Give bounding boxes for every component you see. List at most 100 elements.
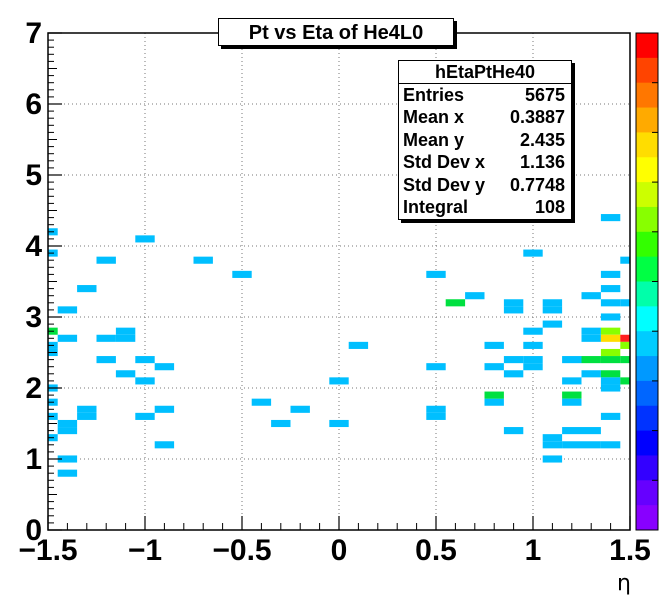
x-tick-label: −1.5 bbox=[18, 534, 77, 567]
colorbar-swatch bbox=[636, 57, 658, 84]
heatmap-cell bbox=[271, 419, 291, 428]
heatmap-cell bbox=[115, 370, 136, 378]
heatmap-cell bbox=[620, 377, 630, 385]
heatmap-cell bbox=[581, 370, 601, 378]
heatmap-cell bbox=[562, 377, 582, 385]
heatmap-cell bbox=[57, 419, 78, 428]
colorbar-swatch bbox=[636, 455, 658, 481]
colorbar-swatch bbox=[636, 331, 658, 357]
colorbar-swatch bbox=[636, 107, 658, 133]
colorbar-swatch bbox=[636, 132, 658, 158]
stats-label: Std Dev x bbox=[403, 152, 486, 173]
stats-value: 2.435 bbox=[519, 129, 565, 150]
heatmap-cell bbox=[600, 299, 621, 307]
x-tick-label: 1 bbox=[525, 534, 542, 567]
heatmap-cell bbox=[484, 398, 504, 406]
heatmap-cell bbox=[620, 341, 630, 349]
heatmap-cell bbox=[620, 334, 630, 342]
chart-title: Pt vs Eta of He4L0 bbox=[218, 18, 454, 46]
heatmap-cell bbox=[620, 256, 630, 264]
y-tick-label: 0 bbox=[25, 514, 42, 547]
heatmap-cell bbox=[542, 306, 563, 314]
heatmap-cell bbox=[600, 384, 621, 392]
heatmap-cell bbox=[329, 377, 349, 385]
heatmap-cell bbox=[600, 412, 621, 420]
heatmap-cell bbox=[57, 306, 78, 314]
stats-value: 0.3887 bbox=[509, 107, 565, 128]
stats-histogram-name: hEtaPtHe40 bbox=[399, 61, 571, 84]
heatmap-cell bbox=[600, 285, 621, 293]
heatmap-cell bbox=[154, 363, 175, 371]
heatmap-cell bbox=[562, 441, 582, 449]
y-tick-label: 5 bbox=[25, 159, 42, 192]
heatmap-cell bbox=[57, 334, 78, 342]
heatmap-cell bbox=[57, 427, 78, 435]
colorbar-swatch bbox=[636, 231, 658, 258]
colorbar-swatch bbox=[636, 306, 658, 332]
heatmap-cell bbox=[77, 405, 97, 413]
heatmap-cell bbox=[193, 256, 213, 264]
heatmap-cell bbox=[523, 356, 543, 364]
heatmap-cell bbox=[503, 427, 524, 435]
heatmap-cell bbox=[135, 377, 155, 385]
heatmap-cell bbox=[484, 341, 504, 349]
colorbar-swatch bbox=[636, 157, 658, 183]
stats-label: Entries bbox=[403, 85, 465, 105]
heatmap-cell bbox=[542, 455, 563, 463]
heatmap-cell bbox=[523, 249, 543, 257]
x-tick-label: 1.5 bbox=[609, 534, 651, 567]
heatmap-cell bbox=[77, 285, 97, 293]
heatmap-cell bbox=[600, 313, 621, 321]
heatmap-cell bbox=[581, 427, 601, 435]
heatmap-cell bbox=[600, 441, 621, 449]
y-tick-label: 4 bbox=[25, 230, 42, 263]
stats-value: 0.7748 bbox=[509, 174, 565, 195]
colorbar-swatch bbox=[636, 82, 658, 109]
heatmap-cell bbox=[542, 441, 563, 449]
heatmap-cell bbox=[503, 370, 524, 378]
heatmap-cell bbox=[77, 412, 97, 420]
heatmap-cell bbox=[562, 398, 582, 406]
stats-row-stddev-y: Std Dev y 0.7748 bbox=[399, 174, 571, 196]
heatmap-cell bbox=[581, 441, 601, 449]
stats-value: 1.136 bbox=[519, 152, 565, 173]
stats-label: Std Dev y bbox=[403, 174, 486, 195]
x-axis-label: η bbox=[617, 571, 631, 596]
heatmap-cell bbox=[620, 299, 630, 307]
heatmap-cell bbox=[348, 341, 369, 349]
colorbar-swatch bbox=[636, 505, 658, 531]
heatmap-cell bbox=[426, 363, 446, 371]
heatmap-cell bbox=[484, 363, 504, 371]
stats-row-mean-y: Mean y 2.435 bbox=[399, 129, 571, 151]
heatmap-cell bbox=[600, 214, 621, 222]
heatmap-cell bbox=[581, 334, 601, 342]
colorbar-swatch bbox=[636, 405, 658, 432]
colorbar-swatch bbox=[636, 256, 658, 282]
heatmap-cell bbox=[620, 356, 630, 364]
heatmap-cell bbox=[523, 341, 543, 349]
heatmap-cell bbox=[581, 356, 601, 364]
heatmap-cell bbox=[600, 348, 621, 357]
stats-label: Mean y bbox=[403, 129, 465, 150]
heatmap-cell bbox=[600, 370, 621, 378]
heatmap-cell bbox=[426, 405, 446, 413]
x-tick-label: 0.5 bbox=[415, 534, 457, 567]
heatmap-cell bbox=[57, 469, 78, 477]
colorbar-swatch bbox=[636, 281, 658, 307]
heatmap-cell bbox=[232, 270, 252, 278]
y-tick-label: 7 bbox=[25, 17, 42, 50]
heatmap-cell bbox=[57, 455, 78, 463]
heatmap-cell bbox=[600, 356, 621, 364]
heatmap-cell bbox=[96, 334, 116, 342]
stats-label: Mean x bbox=[403, 107, 465, 128]
heatmap-cell bbox=[562, 391, 582, 399]
heatmap-cell bbox=[290, 405, 310, 413]
stats-row-integral: Integral 108 bbox=[399, 196, 571, 218]
heatmap-cell bbox=[445, 299, 466, 307]
colorbar-swatch bbox=[636, 356, 658, 382]
colorbar-swatch bbox=[636, 380, 658, 407]
heatmap-cell bbox=[581, 327, 601, 335]
heatmap-cell bbox=[135, 356, 155, 364]
heatmap-cell bbox=[484, 391, 504, 399]
colorbar-swatch bbox=[636, 33, 658, 59]
